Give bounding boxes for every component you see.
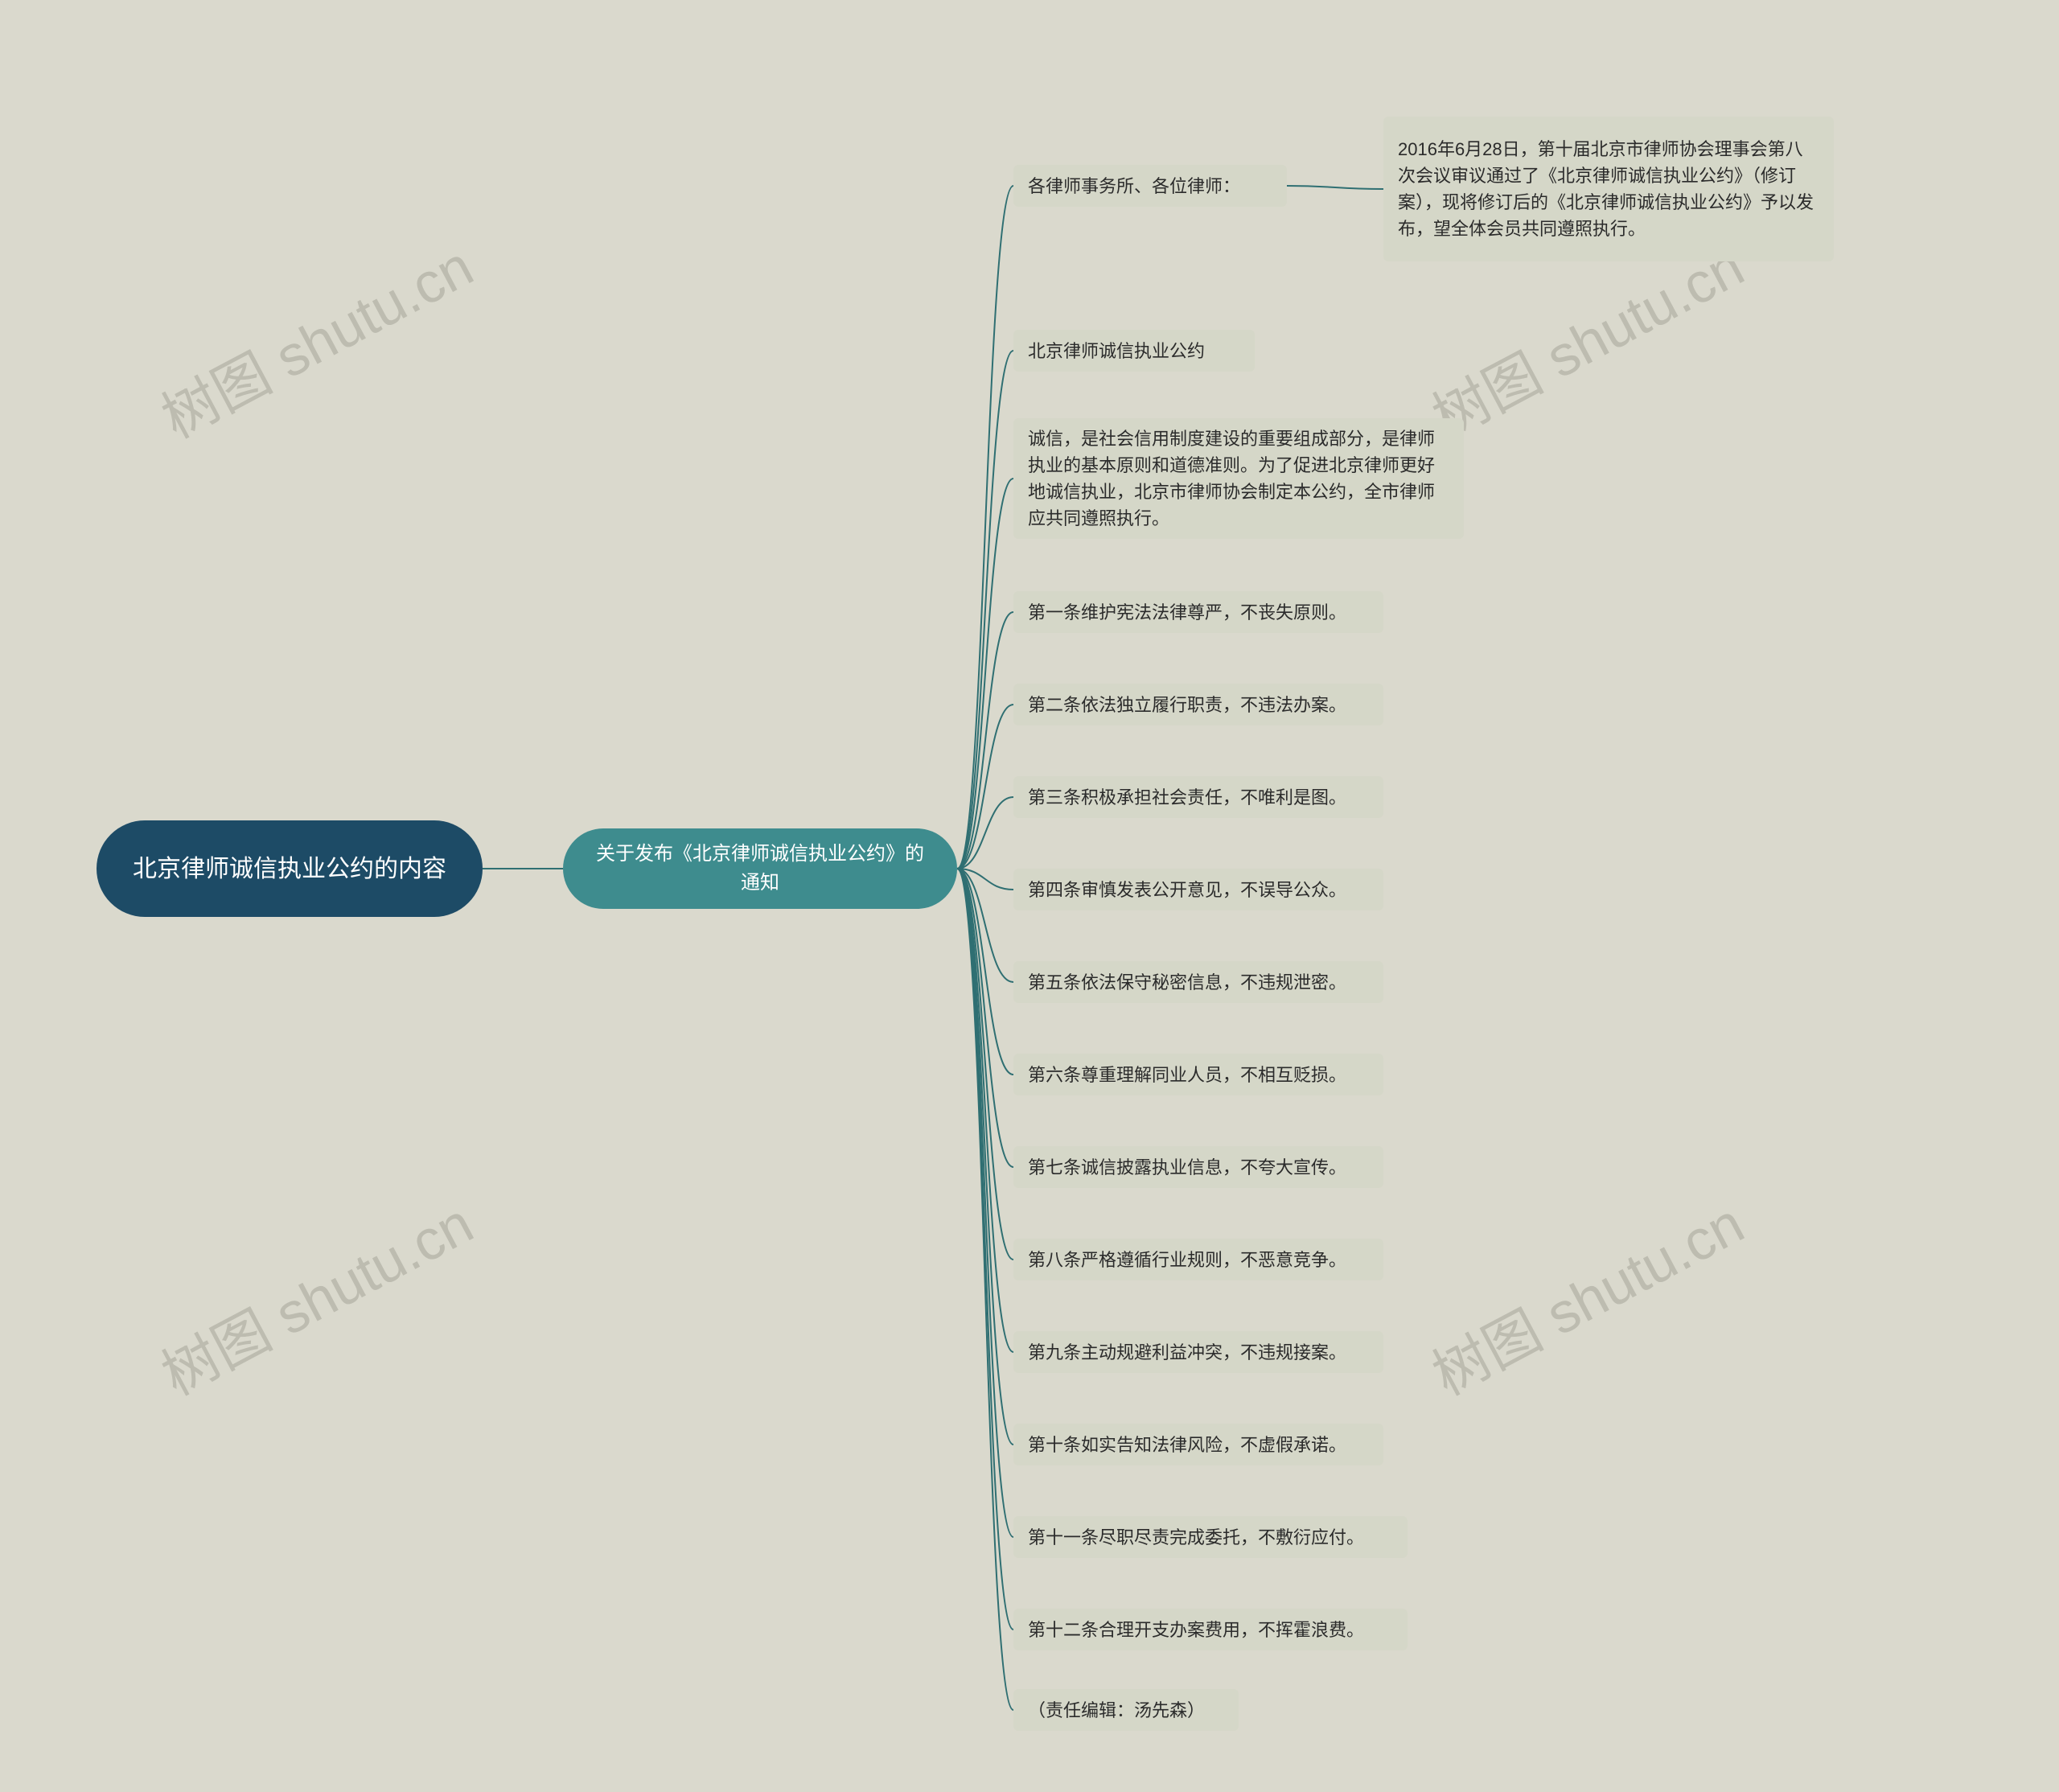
- leaf-node[interactable]: 第四条审慎发表公开意见，不误导公众。: [1013, 869, 1383, 910]
- leaf-node[interactable]: 第十条如实告知法律风险，不虚假承诺。: [1013, 1424, 1383, 1465]
- leaf-node[interactable]: 第七条诚信披露执业信息，不夸大宣传。: [1013, 1146, 1383, 1188]
- root-node[interactable]: 北京律师诚信执业公约的内容: [97, 820, 483, 917]
- leaf-label: 第十一条尽职尽责完成委托，不敷衍应付。: [1028, 1524, 1364, 1551]
- leaf-node[interactable]: 第一条维护宪法法律尊严，不丧失原则。: [1013, 591, 1383, 633]
- leaf-label: 第十条如实告知法律风险，不虚假承诺。: [1028, 1432, 1346, 1458]
- leaf-node[interactable]: 第二条依法独立履行职责，不违法办案。: [1013, 684, 1383, 725]
- leaf-node[interactable]: 北京律师诚信执业公约: [1013, 330, 1255, 372]
- leaf-node[interactable]: 第六条尊重理解同业人员，不相互贬损。: [1013, 1054, 1383, 1095]
- leaf-label: 第八条严格遵循行业规则，不恶意竞争。: [1028, 1247, 1346, 1273]
- leaf-label: 第一条维护宪法法律尊严，不丧失原则。: [1028, 599, 1346, 626]
- sub-label: 关于发布《北京律师诚信执业公约》的通知: [592, 840, 928, 898]
- leaf-label: 第十二条合理开支办案费用，不挥霍浪费。: [1028, 1617, 1364, 1643]
- leaf-child-label: 2016年6月28日，第十届北京市律师协会理事会第八次会议审议通过了《北京律师诚…: [1398, 136, 1819, 242]
- leaf-label: 第二条依法独立履行职责，不违法办案。: [1028, 692, 1346, 718]
- leaf-label: 诚信，是社会信用制度建设的重要组成部分，是律师执业的基本原则和道德准则。为了促进…: [1028, 425, 1449, 532]
- leaf-label: 北京律师诚信执业公约: [1028, 338, 1205, 364]
- sub-node[interactable]: 关于发布《北京律师诚信执业公约》的通知: [563, 828, 957, 909]
- leaf-label: 第九条主动规避利益冲突，不违规接案。: [1028, 1339, 1346, 1366]
- leaf-node[interactable]: 诚信，是社会信用制度建设的重要组成部分，是律师执业的基本原则和道德准则。为了促进…: [1013, 418, 1464, 539]
- root-label: 北京律师诚信执业公约的内容: [133, 851, 446, 887]
- leaf-node[interactable]: 第五条依法保守秘密信息，不违规泄密。: [1013, 961, 1383, 1003]
- watermark: 树图 shutu.cn: [1416, 1179, 1756, 1411]
- leaf-node[interactable]: 第十一条尽职尽责完成委托，不敷衍应付。: [1013, 1516, 1408, 1558]
- watermark: 树图 shutu.cn: [146, 222, 485, 454]
- leaf-node[interactable]: 第九条主动规避利益冲突，不违规接案。: [1013, 1331, 1383, 1373]
- watermark: 树图 shutu.cn: [146, 1179, 485, 1411]
- leaf-label: 第五条依法保守秘密信息，不违规泄密。: [1028, 969, 1346, 996]
- mindmap-canvas: 树图 shutu.cn 树图 shutu.cn 树图 shutu.cn 树图 s…: [0, 0, 2059, 1792]
- leaf-label: 第六条尊重理解同业人员，不相互贬损。: [1028, 1062, 1346, 1088]
- leaf-node[interactable]: 第八条严格遵循行业规则，不恶意竞争。: [1013, 1239, 1383, 1280]
- leaf-node[interactable]: 各律师事务所、各位律师：: [1013, 165, 1287, 207]
- leaf-node[interactable]: （责任编辑：汤先森）: [1013, 1689, 1239, 1731]
- leaf-label: （责任编辑：汤先森）: [1028, 1697, 1205, 1724]
- leaf-node[interactable]: 第三条积极承担社会责任，不唯利是图。: [1013, 776, 1383, 818]
- leaf-child-node[interactable]: 2016年6月28日，第十届北京市律师协会理事会第八次会议审议通过了《北京律师诚…: [1383, 117, 1834, 261]
- leaf-label: 各律师事务所、各位律师：: [1028, 173, 1240, 199]
- leaf-label: 第三条积极承担社会责任，不唯利是图。: [1028, 784, 1346, 811]
- leaf-label: 第七条诚信披露执业信息，不夸大宣传。: [1028, 1154, 1346, 1181]
- leaf-node[interactable]: 第十二条合理开支办案费用，不挥霍浪费。: [1013, 1609, 1408, 1650]
- leaf-label: 第四条审慎发表公开意见，不误导公众。: [1028, 877, 1346, 903]
